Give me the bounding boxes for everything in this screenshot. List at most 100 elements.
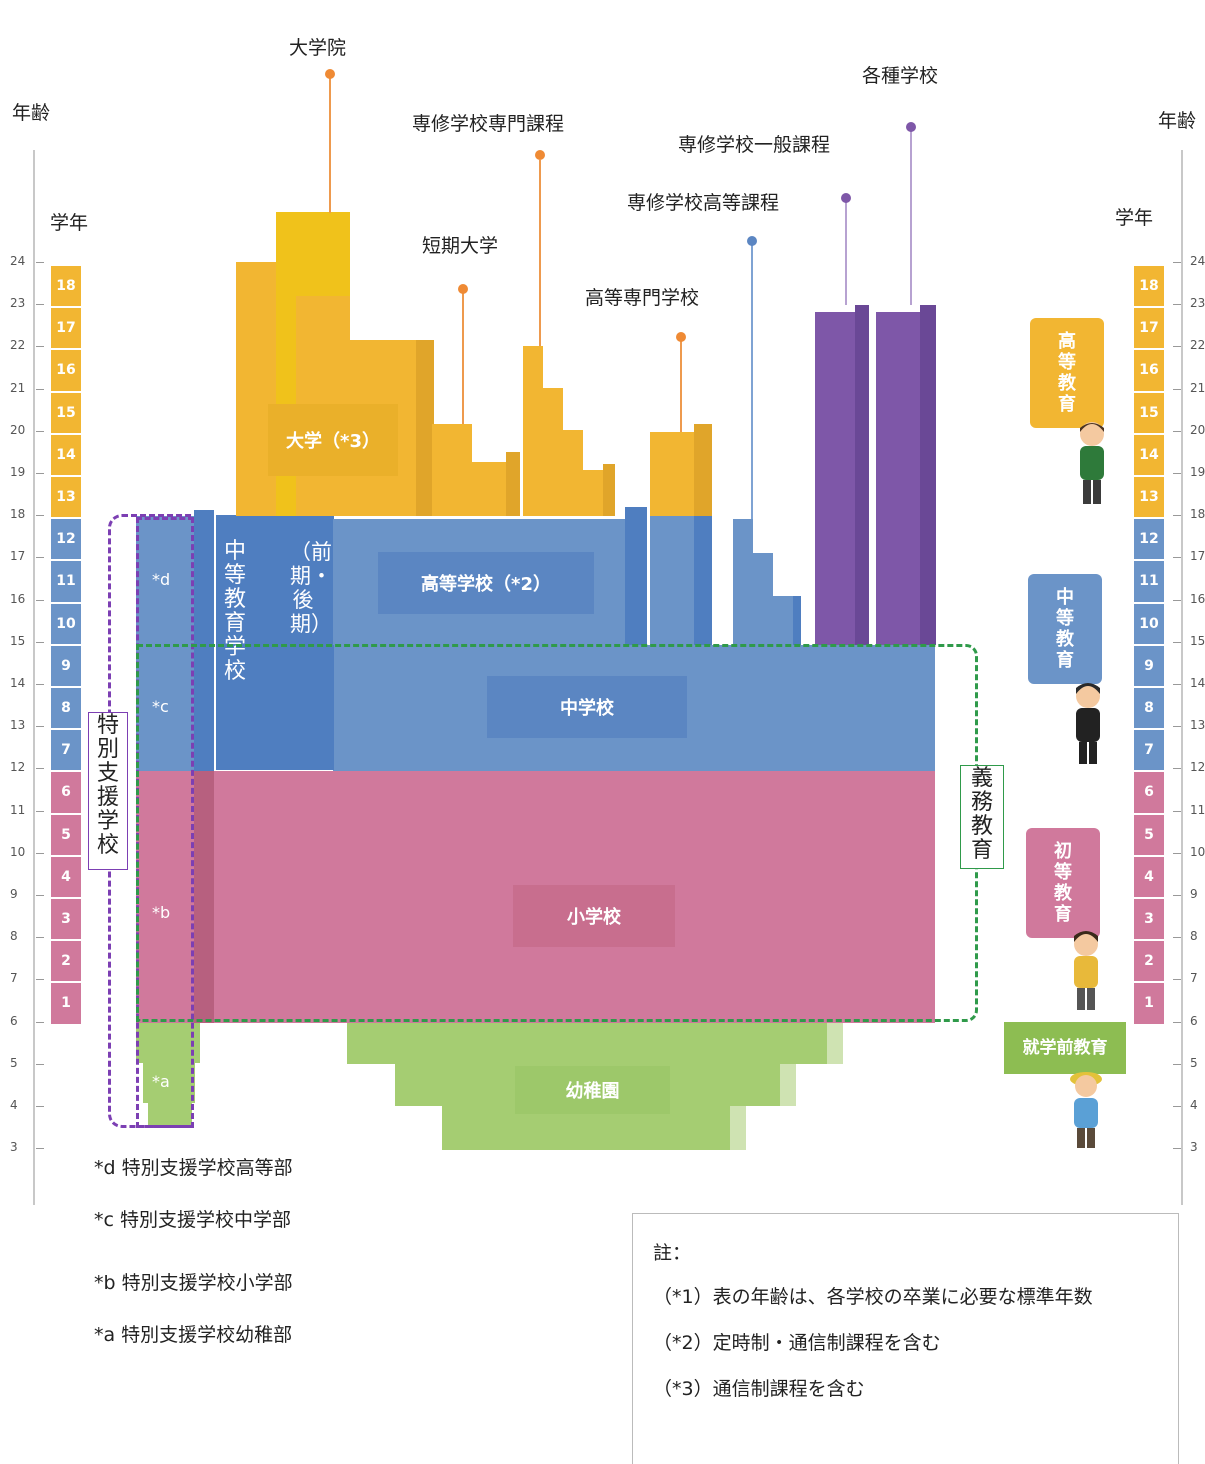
age-tick-left: 17 — [10, 549, 26, 564]
age-tickmark-right — [1173, 430, 1181, 432]
general-course-stem — [845, 200, 847, 305]
age-tick-right: 17 — [1190, 549, 1205, 564]
grade-cell: 16 — [51, 350, 81, 393]
special-c-block — [136, 644, 194, 771]
age-tick-left: 20 — [10, 422, 26, 437]
misc-school-side — [920, 305, 936, 645]
specialized-step-4 — [583, 470, 603, 516]
grade-cell: 15 — [1134, 392, 1164, 435]
specialized-upper-label: 専修学校高等課程 — [627, 192, 780, 214]
age-label-left: 年齢 — [12, 102, 51, 124]
age-tickmark-right — [1173, 1021, 1181, 1023]
age-tickmark-left — [36, 768, 44, 770]
grade-cell: 11 — [51, 561, 81, 604]
age-tick-right: 20 — [1190, 422, 1205, 437]
specialized-step-1 — [523, 346, 543, 516]
junior-college-dot — [458, 284, 468, 294]
age-tickmark-left — [36, 304, 44, 306]
stage-preschool: 就学前教育 — [1004, 1022, 1126, 1074]
age-tickmark-right — [1173, 304, 1181, 306]
age-axis-left — [33, 150, 35, 1205]
age-label-right: 年齢 — [1158, 110, 1197, 132]
grade-cell: 5 — [51, 814, 81, 857]
age-tickmark-left — [36, 515, 44, 517]
grade-cell: 4 — [51, 856, 81, 899]
misc-school-label: 各種学校 — [862, 65, 939, 87]
age-tick-left: 5 — [10, 1055, 18, 1070]
grade-cell: 1 — [1134, 983, 1164, 1026]
secondary-school-block — [216, 515, 334, 770]
high-school-side — [625, 507, 647, 645]
general-course-bar — [815, 312, 855, 645]
legend-b: *b 特別支援学校小学部 — [94, 1272, 293, 1294]
grade-cell: 16 — [1134, 350, 1164, 393]
grade-cell: 2 — [51, 941, 81, 984]
graduate-stem — [329, 75, 331, 213]
secondary-school-note: （前期・後期） — [290, 540, 332, 636]
age-tickmark-left — [36, 473, 44, 474]
notes-box: 註： （*1）表の年齢は、各学校の卒業に必要な標準年数 （*2）定時制・通信制課… — [632, 1213, 1179, 1464]
grade-cell: 13 — [1134, 477, 1164, 520]
age-tickmark-left — [36, 1021, 44, 1023]
misc-school-stem — [910, 130, 912, 305]
special-a-step-2 — [143, 1063, 195, 1103]
age-tickmark-left — [36, 599, 44, 601]
secondary-school-label: 中等教育学校 — [223, 539, 246, 684]
technical-college-stem — [680, 340, 682, 432]
age-tickmark-right — [1173, 1106, 1181, 1107]
junior-college-stem — [462, 292, 464, 424]
age-tickmark-left — [36, 430, 44, 432]
age-tick-right: 11 — [1190, 802, 1205, 817]
age-tickmark-left — [36, 1148, 44, 1150]
age-tickmark-left — [36, 684, 44, 685]
age-tickmark-right — [1173, 895, 1181, 896]
age-tickmark-left — [36, 937, 44, 939]
grade-cell: 17 — [51, 308, 81, 351]
age-tick-right: 22 — [1190, 338, 1205, 353]
special-d-block — [136, 516, 194, 644]
age-tick-right: 7 — [1190, 971, 1198, 986]
age-tickmark-right — [1173, 1063, 1181, 1065]
special-d-side — [194, 510, 214, 644]
age-tick-right: 16 — [1190, 591, 1205, 606]
junior-high-label: 中学校 — [487, 676, 687, 738]
age-tickmark-right — [1173, 768, 1181, 770]
junior-college-side — [506, 452, 520, 516]
age-tickmark-left — [36, 895, 44, 896]
age-tickmark-left — [36, 346, 44, 348]
age-tickmark-right — [1173, 979, 1181, 981]
person-child-icon — [1074, 931, 1098, 1010]
stage-higher: 高等教育 — [1030, 318, 1104, 428]
specialized-step-2 — [543, 388, 563, 516]
kindergarten-side-2 — [780, 1064, 796, 1106]
age-tick-left: 13 — [10, 718, 26, 733]
age-tickmark-right — [1173, 1148, 1181, 1150]
age-tick-right: 5 — [1190, 1055, 1198, 1070]
special-b-side — [194, 771, 214, 1023]
special-code-c: *c — [152, 697, 169, 716]
age-tickmark-left — [36, 852, 44, 854]
misc-school-dot — [906, 122, 916, 132]
age-tick-right: 9 — [1190, 887, 1198, 901]
technical-college-lower-side — [694, 507, 712, 645]
special-needs-label: 特別支援学校 — [96, 713, 119, 858]
specialized-upper-dot — [747, 236, 757, 246]
age-tick-left: 11 — [10, 802, 26, 817]
grade-label-right: 学年 — [1115, 207, 1154, 229]
grade-cell: 9 — [51, 645, 81, 688]
age-tick-left: 12 — [10, 760, 26, 775]
special-b-block — [136, 771, 194, 1023]
grade-cell: 18 — [51, 266, 81, 309]
age-tick-right: 12 — [1190, 760, 1205, 775]
age-tick-left: 10 — [10, 844, 26, 859]
legend-a: *a 特別支援学校幼稚部 — [94, 1324, 293, 1346]
special-code-d: *d — [152, 570, 171, 589]
stage-secondary: 中等教育 — [1028, 574, 1102, 684]
age-tickmark-left — [36, 641, 44, 643]
notes-title: 註： — [653, 1242, 692, 1264]
age-tick-right: 19 — [1190, 465, 1205, 479]
specialized-upper-step-3 — [773, 596, 793, 645]
age-tickmark-right — [1173, 810, 1181, 812]
technical-college-lower — [650, 515, 694, 645]
specialized-stem — [539, 160, 541, 346]
